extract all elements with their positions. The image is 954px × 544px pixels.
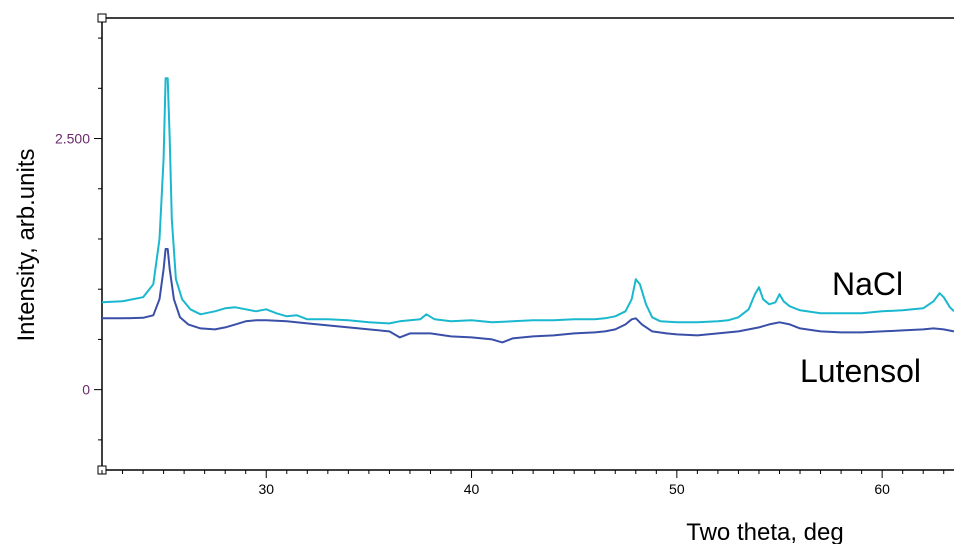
x-axis-label: Two theta, deg — [686, 519, 843, 544]
x-tick-label: 40 — [464, 481, 480, 497]
series-line-nacl — [101, 77, 954, 325]
x-tick-label: 60 — [874, 481, 890, 497]
axes — [97, 13, 954, 475]
ticks: 30 40 50 60 0 2.500 — [55, 37, 945, 497]
axis-handle-top[interactable] — [97, 13, 107, 23]
y-axis-label: Intensity, arb.units — [13, 149, 40, 342]
x-tick-label: 30 — [258, 481, 274, 497]
series-label-nacl: NaCl — [832, 266, 903, 302]
y-tick-label: 0 — [82, 382, 90, 398]
series-line-lutensol — [102, 248, 954, 344]
series-group — [101, 77, 954, 344]
x-tick-label: 50 — [669, 481, 685, 497]
y-tick-label: 2.500 — [55, 131, 90, 147]
series-label-lutensol: Lutensol — [800, 353, 921, 389]
